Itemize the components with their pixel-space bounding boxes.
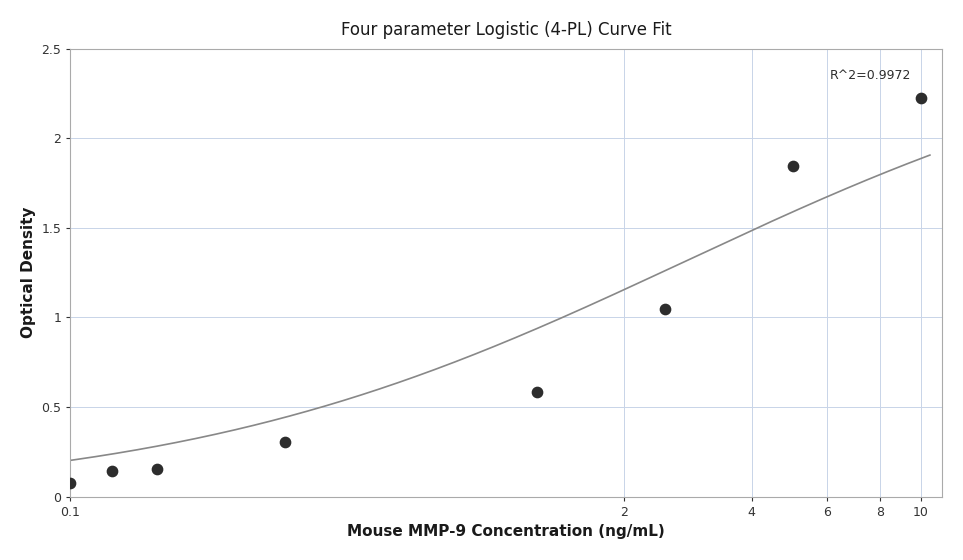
Point — [913, 94, 928, 102]
Point — [785, 162, 800, 171]
Point — [529, 388, 544, 396]
Point — [63, 479, 78, 488]
X-axis label: Mouse MMP-9 Concentration (ng/mL): Mouse MMP-9 Concentration (ng/mL) — [348, 524, 665, 539]
Point — [149, 464, 165, 473]
Point — [657, 305, 672, 314]
Title: Four parameter Logistic (4-PL) Curve Fit: Four parameter Logistic (4-PL) Curve Fit — [341, 21, 671, 39]
Y-axis label: Optical Density: Optical Density — [21, 207, 36, 338]
Text: R^2=0.9972: R^2=0.9972 — [830, 69, 911, 82]
Point — [277, 437, 293, 446]
Point — [104, 466, 119, 475]
